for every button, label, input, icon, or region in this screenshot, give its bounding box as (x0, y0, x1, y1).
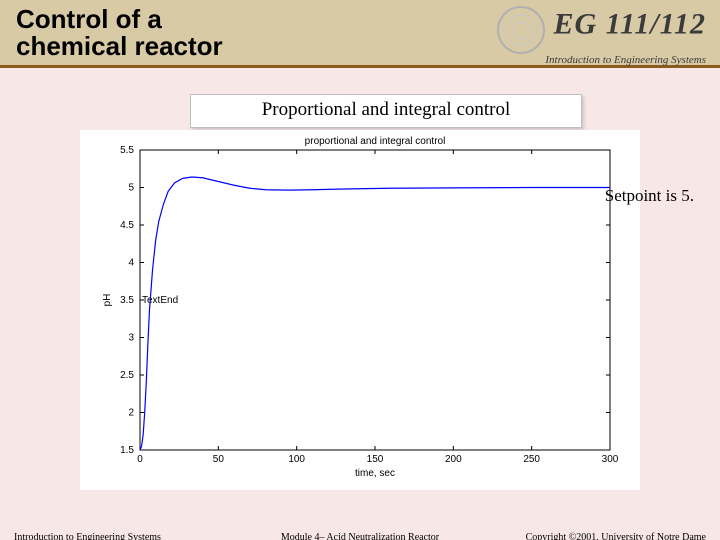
svg-text:5.5: 5.5 (120, 145, 134, 156)
svg-text:proportional and integral cont: proportional and integral control (305, 136, 446, 147)
svg-text:0: 0 (137, 454, 143, 465)
svg-text:time, sec: time, sec (355, 468, 395, 479)
svg-text:3: 3 (128, 333, 134, 344)
svg-text:100: 100 (288, 454, 305, 465)
svg-text:1.5: 1.5 (120, 445, 134, 456)
svg-text:2: 2 (128, 408, 134, 419)
title-line2: chemical reactor (16, 31, 223, 61)
footer-right: Copyright ©2001, University of Notre Dam… (526, 532, 706, 540)
header-bar: Control of a chemical reactor EG 111/112… (0, 0, 720, 68)
logo-globe-icon (497, 6, 545, 54)
subtitle-box: Proportional and integral control (190, 94, 582, 128)
svg-text:150: 150 (367, 454, 384, 465)
svg-text:250: 250 (523, 454, 540, 465)
svg-text:50: 50 (213, 454, 225, 465)
svg-text:pH: pH (102, 294, 113, 307)
chart-svg: 0 50 100 150 200 250 300 1.5 2 2.5 3 3.5 4 4.5 5 5.5 tim… (80, 130, 640, 490)
svg-text:200: 200 (445, 454, 462, 465)
svg-text:300: 300 (602, 454, 619, 465)
footer-left: Introduction to Engineering Systems (14, 532, 161, 540)
svg-text:4.5: 4.5 (120, 220, 134, 231)
slide: Control of a chemical reactor EG 111/112… (0, 0, 720, 540)
svg-text:2.5: 2.5 (120, 370, 134, 381)
logo-block: EG 111/112 Introduction to Engineering S… (497, 6, 706, 66)
chart-container: 0 50 100 150 200 250 300 1.5 2 2.5 3 3.5 4 4.5 5 5.5 tim… (80, 130, 640, 490)
subtitle-text: Proportional and integral control (262, 99, 511, 120)
svg-text:TextEnd: TextEnd (142, 295, 178, 306)
svg-text:3.5: 3.5 (120, 295, 134, 306)
logo-subtitle: Introduction to Engineering Systems (497, 54, 706, 66)
logo-text: EG 111/112 (553, 8, 706, 41)
svg-text:4: 4 (128, 258, 134, 269)
footer-center: Module 4– Acid Neutralization Reactor (281, 532, 439, 540)
title-line1: Control of a (16, 4, 162, 34)
setpoint-label: Setpoint is 5. (605, 186, 694, 206)
svg-text:5: 5 (128, 183, 134, 194)
